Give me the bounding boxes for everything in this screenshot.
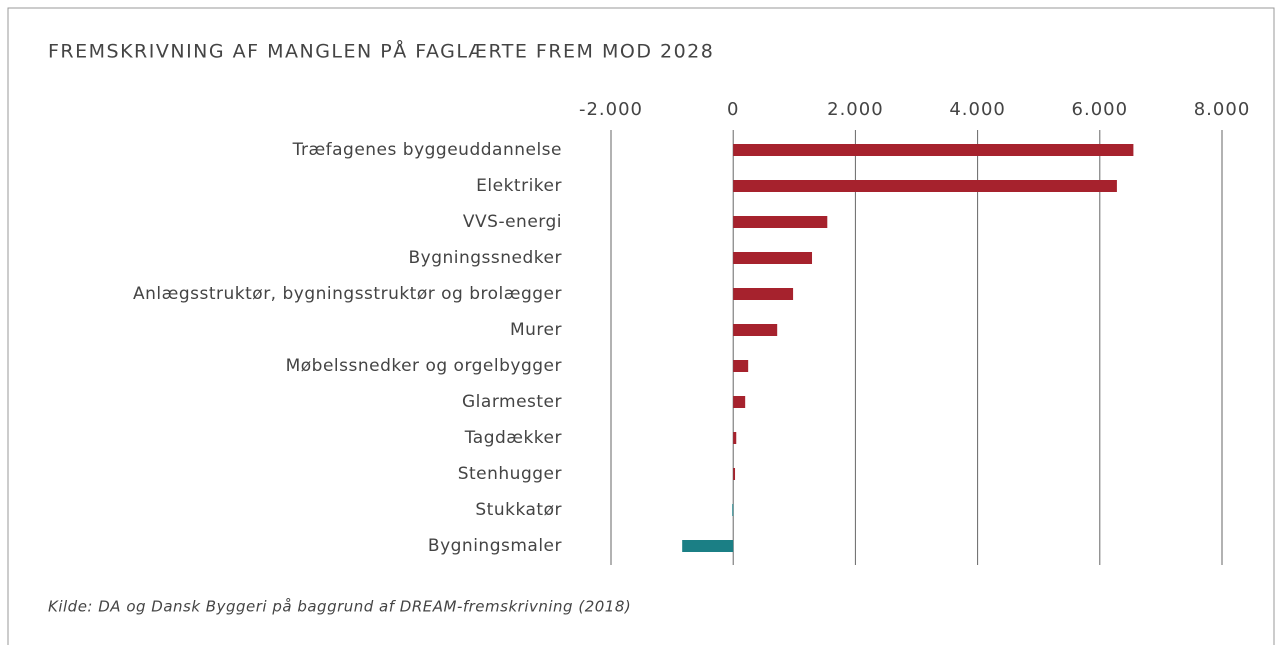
y-tick-label: Elektriker — [476, 176, 562, 196]
y-tick-label: Anlægsstruktør, bygningsstruktør og brol… — [133, 284, 562, 304]
x-tick-label: 4.000 — [949, 99, 1006, 120]
y-tick-label: VVS-energi — [463, 212, 562, 232]
source-note: Kilde: DA og Dansk Byggeri på baggrund a… — [48, 598, 631, 616]
y-tick-label: Bygningsmaler — [428, 536, 562, 556]
x-tick-label: 2.000 — [827, 99, 884, 120]
y-tick-label: Murer — [510, 320, 562, 340]
y-tick-label: Møbelssnedker og orgelbygger — [286, 356, 562, 376]
bar — [733, 180, 1117, 192]
bar — [733, 252, 813, 264]
frame — [7, 7, 1275, 645]
y-tick-label: Bygningssnedker — [408, 248, 562, 268]
bar — [733, 396, 746, 408]
x-tick-label: -2.000 — [579, 99, 643, 120]
y-tick-label: Stenhugger — [458, 464, 562, 484]
bar — [733, 468, 736, 480]
bar — [682, 540, 734, 552]
y-tick-label: Tagdækker — [464, 428, 562, 448]
bar — [733, 216, 828, 228]
x-tick-label: 0 — [727, 99, 739, 120]
x-tick-label: 8.000 — [1194, 99, 1251, 120]
bar — [733, 288, 794, 300]
bar — [733, 324, 778, 336]
x-tick-label: 6.000 — [1072, 99, 1129, 120]
bar — [733, 144, 1134, 156]
y-tick-label: Glarmester — [462, 392, 562, 412]
bar — [733, 432, 737, 444]
y-tick-label: Stukkatør — [475, 500, 562, 520]
chart-title: FREMSKRIVNING AF MANGLEN PÅ FAGLÆRTE FRE… — [48, 40, 714, 63]
y-tick-label: Træfagenes byggeuddannelse — [292, 140, 562, 160]
bar — [733, 360, 749, 372]
bar — [732, 504, 734, 516]
